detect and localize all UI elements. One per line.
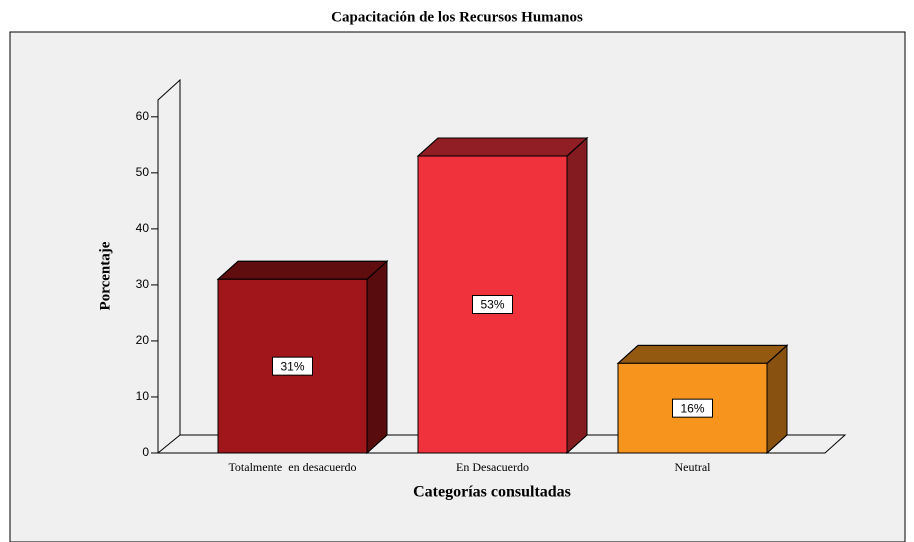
- y-axis-label: Porcentaje: [97, 241, 113, 310]
- y-tick-label: 60: [136, 109, 150, 123]
- value-label-box: [472, 295, 513, 315]
- bar-top-shade: [616, 344, 789, 364]
- bar: [216, 260, 389, 455]
- y-tick-label: 20: [136, 333, 150, 347]
- x-tick-label: Neutral: [675, 460, 712, 474]
- chart-title: Capacitación de los Recursos Humanos: [331, 9, 583, 25]
- y-tick-label: 40: [136, 221, 150, 235]
- bar-side-shade: [366, 260, 388, 455]
- floor-edge: [157, 434, 181, 454]
- x-axis-label: Categorías consultadas: [413, 484, 571, 501]
- x-tick-label: Totalmente en desacuerdo: [228, 460, 356, 474]
- y-tick-label: 30: [136, 277, 150, 291]
- bar-top-shade: [416, 137, 589, 157]
- value-label-box: [672, 398, 713, 418]
- y-tick-label: 50: [136, 165, 150, 179]
- value-label: 31%: [280, 359, 304, 373]
- y-tick-label: 10: [136, 389, 150, 403]
- axes-box: [157, 78, 847, 454]
- bar-side-shade: [766, 344, 788, 455]
- x-tick-label: En Desacuerdo: [456, 460, 529, 474]
- bar-side-shade: [566, 136, 588, 455]
- value-label: 53%: [480, 298, 504, 312]
- value-label: 16%: [680, 401, 704, 415]
- y-tick-label: 0: [142, 445, 149, 459]
- bar-top-shade: [216, 260, 389, 280]
- value-label-box: [272, 356, 313, 376]
